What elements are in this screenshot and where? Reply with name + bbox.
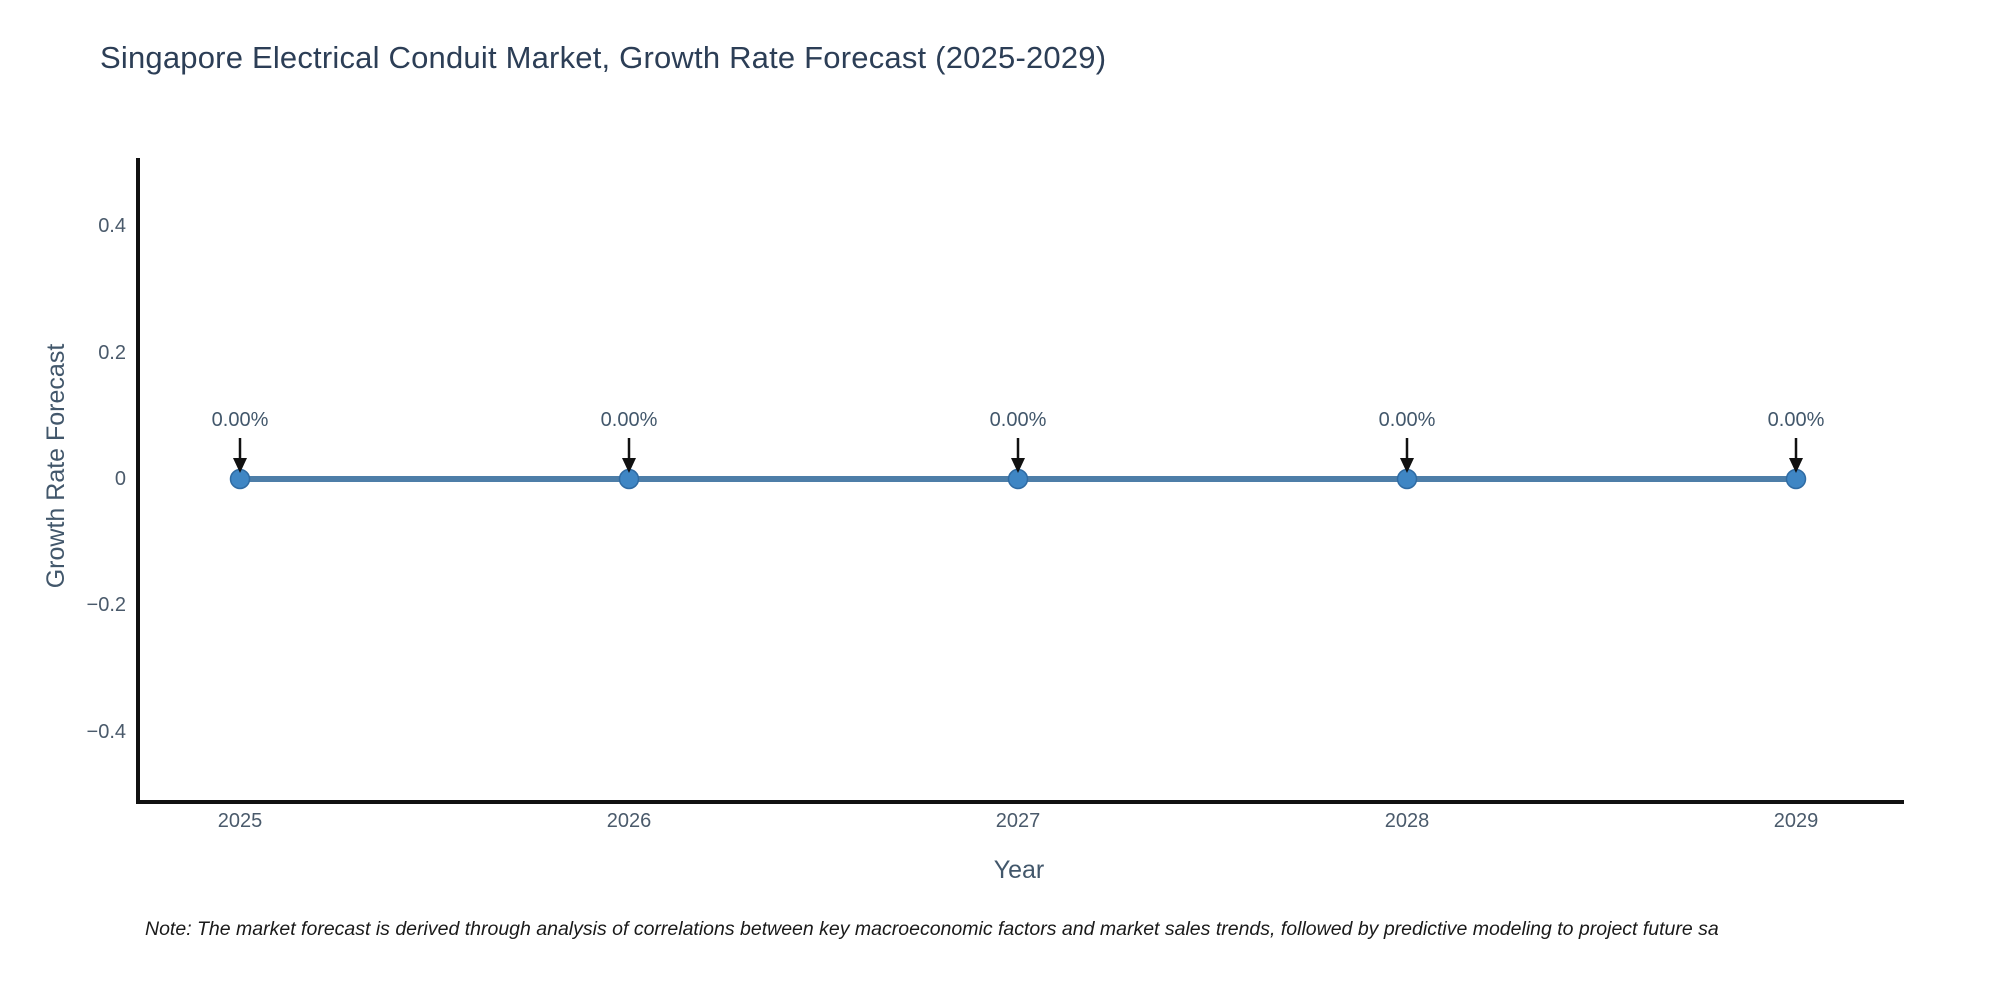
annotation-label: 0.00% — [989, 409, 1047, 431]
annotation-label: 0.00% — [1378, 409, 1436, 431]
y-tick-label: 0.4 — [98, 215, 126, 238]
y-tick-label: 0 — [114, 468, 126, 490]
x-axis-title: Year — [993, 856, 1045, 884]
x-tick-label: 2027 — [995, 810, 1041, 832]
x-tick-label: 2025 — [217, 810, 263, 832]
chart-title: Singapore Electrical Conduit Market, Gro… — [100, 40, 1107, 75]
footnote: Note: The market forecast is derived thr… — [145, 918, 1719, 940]
annotation-label: 0.00% — [600, 409, 658, 431]
plot-area — [136, 158, 1904, 804]
x-tick-label: 2029 — [1773, 810, 1819, 832]
y-tick-label: −0.2 — [86, 594, 126, 617]
y-tick-label: −0.4 — [86, 720, 126, 743]
x-tick-label: 2026 — [606, 810, 652, 832]
annotation-label: 0.00% — [1767, 409, 1825, 431]
annotation-label: 0.00% — [211, 409, 269, 431]
x-tick-label: 2028 — [1384, 810, 1430, 832]
y-tick-label: 0.2 — [98, 341, 126, 364]
